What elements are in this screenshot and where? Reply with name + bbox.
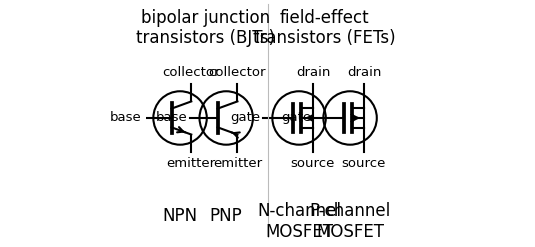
- Text: PNP: PNP: [210, 207, 242, 225]
- Text: drain: drain: [296, 66, 330, 79]
- Text: emitter: emitter: [213, 157, 262, 170]
- Text: source: source: [342, 157, 386, 170]
- Text: gate: gate: [230, 111, 260, 124]
- Text: drain: drain: [347, 66, 381, 79]
- Text: collector: collector: [209, 66, 266, 79]
- Text: P-channel
MOSFET: P-channel MOSFET: [309, 202, 391, 241]
- Text: bipolar junction
transistors (BJTs): bipolar junction transistors (BJTs): [136, 9, 275, 47]
- Text: field-effect
transistors (FETs): field-effect transistors (FETs): [253, 9, 396, 47]
- Text: emitter: emitter: [167, 157, 216, 170]
- Text: gate: gate: [281, 111, 311, 124]
- Text: N-channel
MOSFET: N-channel MOSFET: [257, 202, 341, 241]
- Text: source: source: [291, 157, 335, 170]
- Text: base: base: [156, 111, 187, 124]
- Text: NPN: NPN: [163, 207, 197, 225]
- Text: base: base: [110, 111, 141, 124]
- Text: collector: collector: [163, 66, 220, 79]
